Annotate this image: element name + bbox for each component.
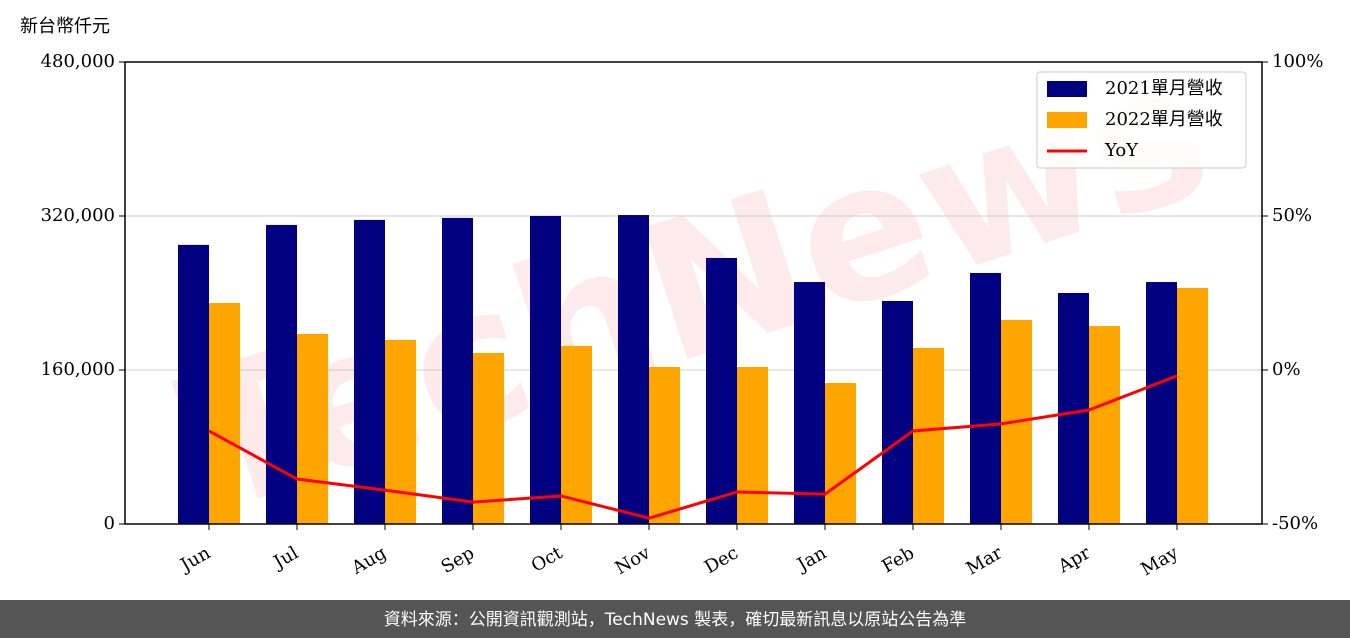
x-tick-label: Oct [528,542,567,577]
plot-frame [124,61,1263,525]
legend-label: 2022單月營收 [1105,109,1223,130]
y-tick-label: 0 [104,513,115,534]
bar [209,303,240,524]
bar [706,257,737,524]
y2-tick-label: 50% [1272,205,1312,226]
bar [1177,287,1208,524]
x-tick-label: Aug [347,542,390,579]
x-tick-label: May [1137,542,1182,580]
x-tick-label: Jan [792,542,830,576]
bar [354,219,385,525]
legend-box [1036,71,1247,169]
legend-swatch [1047,112,1087,128]
x-tick-label: Feb [878,542,918,577]
bar [913,347,944,524]
x-tick-label: Dec [701,542,742,578]
bar [1089,326,1120,524]
bar [473,352,504,524]
footer: 資料來源：公開資訊觀測站，TechNews 製表，確切最新訊息以原站公告為準 [384,610,966,630]
bar [561,345,592,524]
bar [618,215,649,524]
bar [385,339,416,524]
bar [970,272,1001,524]
bar [882,300,913,524]
x-tick-label: Jul [268,542,302,574]
bar [825,382,856,524]
bar [1058,293,1089,524]
y-tick-label: 320,000 [41,205,115,226]
legend-swatch [1047,81,1087,97]
x-tick-label: Mar [963,542,1007,579]
bar [266,224,297,525]
bar [178,244,209,524]
y-tick-label: 480,000 [41,51,115,72]
y2-tick-label: 0% [1272,359,1301,380]
bar [442,217,473,525]
footer-bar [0,600,1350,638]
bar [297,334,328,524]
line [208,374,1178,520]
bar [649,367,680,524]
bar [737,367,768,524]
x-tick-label: Jun [175,542,214,577]
legend-label: YoY [1104,140,1139,161]
y2-tick-label: -50% [1272,513,1318,534]
x-tick-label: Sep [438,542,478,577]
x-tick-label: Apr [1054,542,1094,577]
y-tick-label: 160,000 [41,359,115,380]
y-axis-label: 新台幣仟元 [20,16,110,37]
bar [794,282,825,524]
x-tick-label: Nov [612,542,655,579]
bar [1146,282,1177,524]
y2-tick-label: 100% [1272,51,1323,72]
bar [530,216,561,524]
legend-label: 2021單月營收 [1105,78,1223,99]
